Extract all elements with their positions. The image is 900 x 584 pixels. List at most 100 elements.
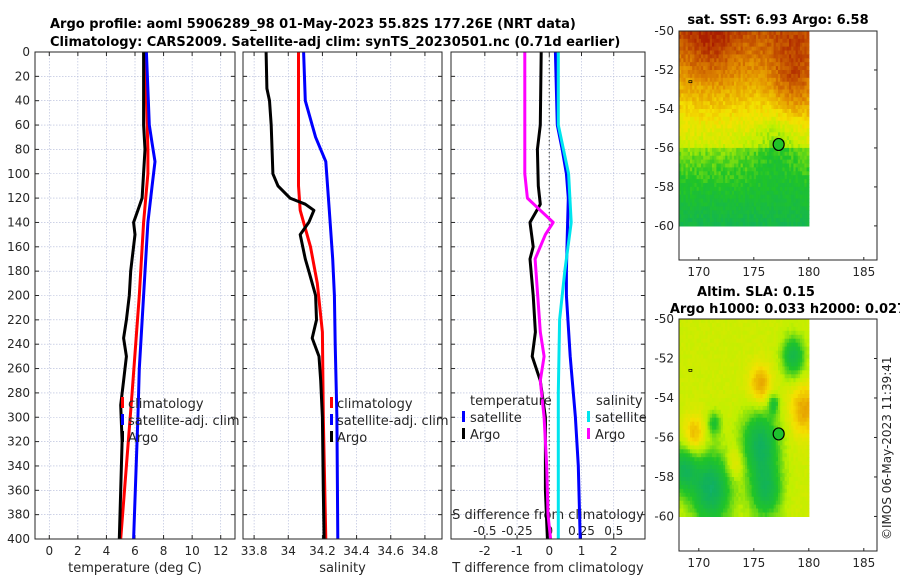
map-cell <box>807 47 810 52</box>
map-cell <box>807 175 810 180</box>
map-cell <box>807 206 810 211</box>
map-cell <box>807 31 810 36</box>
depth-tick-label: 300 <box>7 410 30 424</box>
x-tick-label: 12 <box>213 544 228 558</box>
depth-tick-label: 280 <box>7 386 30 400</box>
depth-tick-label: 200 <box>7 289 30 303</box>
x-tick-label: 34.8 <box>412 544 439 558</box>
legend-label: satellite-adj. clim <box>337 414 449 429</box>
series-line-satellite-adj-clim <box>304 52 338 539</box>
map-cell <box>807 105 810 110</box>
x-tick-label: 34.2 <box>309 544 336 558</box>
map-cell <box>807 171 810 176</box>
s-tick-label: 0.5 <box>604 524 623 538</box>
lat-tick-label: -54 <box>654 102 674 116</box>
legend-swatch <box>121 431 124 442</box>
profile-panel-2: 33.8 34 34.2 34.4 34.6 34.8 salinity climatolog… <box>241 52 449 576</box>
map-cell <box>807 43 810 48</box>
legend-swatch <box>121 397 124 408</box>
map-cell <box>807 35 810 40</box>
map-cell <box>807 214 810 219</box>
map-cell <box>807 66 810 71</box>
map-cell <box>807 199 810 204</box>
map-cell <box>807 179 810 184</box>
legend-label: satellite-adj. clim <box>128 414 240 429</box>
map-cell <box>807 148 810 153</box>
depth-tick-label: 140 <box>7 215 30 229</box>
map-cell <box>807 51 810 56</box>
map-cell <box>807 86 810 91</box>
x-tick-label: 4 <box>103 544 111 558</box>
x-tick-label: 34 <box>281 544 296 558</box>
map-cell <box>807 183 810 188</box>
map-cell <box>807 93 810 98</box>
lat-tick-label: -58 <box>654 180 674 194</box>
legend-label: satellite <box>470 411 522 426</box>
map-cell <box>807 140 810 145</box>
figure-title-line2: Climatology: CARS2009. Satellite-adj cli… <box>50 35 620 50</box>
lat-tick-label: -50 <box>654 24 674 38</box>
map-cell <box>807 218 810 223</box>
depth-tick-label: 340 <box>7 459 30 473</box>
legend-label: satellite <box>595 411 647 426</box>
map-cell <box>807 222 810 227</box>
legend-swatch <box>121 414 124 425</box>
map-cell <box>807 90 810 95</box>
depth-tick-label: 60 <box>15 118 30 132</box>
x-tick-label: 34.4 <box>343 544 370 558</box>
map-cell <box>807 125 810 130</box>
legend-swatch <box>330 397 333 408</box>
credit-text: ©IMOS 06-May-2023 11:39:41 <box>880 356 894 540</box>
legend-label: climatology <box>128 397 204 412</box>
lon-tick-label: 180 <box>797 265 820 279</box>
legend-label: Argo <box>337 431 367 446</box>
argo-position-marker <box>773 138 784 150</box>
map-cell <box>807 109 810 114</box>
x-tick-label: 33.8 <box>241 544 268 558</box>
x-tick-label: -1 <box>511 544 523 558</box>
depth-tick-label: 220 <box>7 313 30 327</box>
legend-label: climatology <box>337 397 413 412</box>
depth-tick-label: 380 <box>7 508 30 522</box>
legend-swatch <box>330 414 333 425</box>
map-cell <box>807 210 810 215</box>
depth-tick-label: 260 <box>7 362 30 376</box>
lon-tick-label: 175 <box>742 265 765 279</box>
map-cell <box>807 39 810 44</box>
s-tick-label: -0.5 <box>473 524 496 538</box>
map-cell <box>807 82 810 87</box>
map-cell <box>807 62 810 66</box>
map-cell <box>807 113 810 118</box>
map-cell <box>807 74 810 79</box>
map-cell <box>807 101 810 106</box>
map-cell <box>807 78 810 83</box>
lon-tick-label: 185 <box>852 265 875 279</box>
legend-label: Argo <box>128 431 158 446</box>
legend-swatch <box>462 411 465 422</box>
s-tick-label: -0.25 <box>502 524 533 538</box>
map-cell <box>807 156 810 161</box>
depth-tick-label: 40 <box>15 94 30 108</box>
map-cell <box>807 136 810 141</box>
legend-swatch <box>462 428 465 439</box>
x-tick-label: 10 <box>185 544 200 558</box>
lon-tick-label: 170 <box>687 265 710 279</box>
x-tick-label: 6 <box>131 544 139 558</box>
legend-swatch <box>587 428 590 439</box>
map-cell <box>807 128 810 133</box>
x-tick-label: 2 <box>610 544 618 558</box>
map-cell <box>807 203 810 208</box>
x-tick-label: 34.6 <box>377 544 404 558</box>
depth-tick-label: 100 <box>7 167 30 181</box>
legend-swatch <box>587 411 590 422</box>
depth-tick-label: 240 <box>7 337 30 351</box>
map-cell <box>807 132 810 137</box>
map-cell <box>807 191 810 196</box>
map-title: sat. SST: 6.93 Argo: 6.58 <box>687 13 868 28</box>
legend-swatch <box>330 431 333 442</box>
map-cell <box>807 152 810 157</box>
x-axis-label: salinity <box>319 561 366 576</box>
map-cell <box>807 160 810 165</box>
